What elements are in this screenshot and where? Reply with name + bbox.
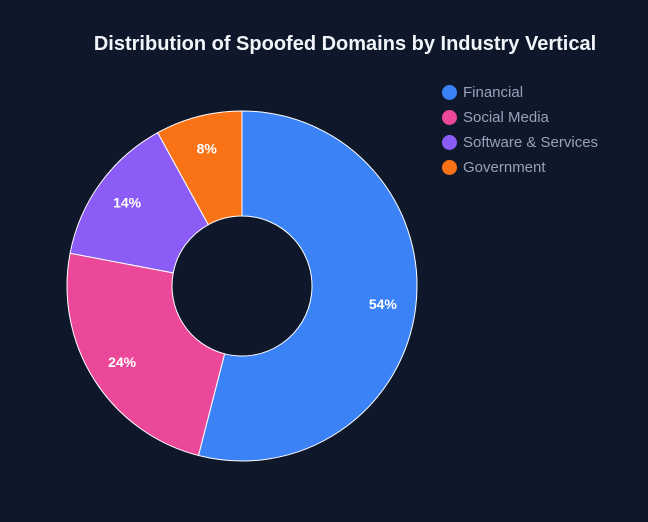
legend-item[interactable]: Government <box>442 155 598 180</box>
legend-swatch <box>442 85 457 100</box>
legend-label: Software & Services <box>463 134 599 151</box>
slice-financial[interactable] <box>197 110 418 462</box>
data-label: 54% <box>369 296 398 312</box>
legend-swatch <box>442 110 457 125</box>
data-label: 14% <box>113 195 142 211</box>
slice-government[interactable] <box>157 110 243 226</box>
slice-social-media[interactable] <box>66 252 226 457</box>
legend-label: Government <box>463 159 546 176</box>
legend-item[interactable]: Social Media <box>442 105 598 130</box>
data-label: 24% <box>108 354 137 370</box>
legend-label: Social Media <box>463 109 549 126</box>
data-label: 8% <box>197 140 218 156</box>
legend-item[interactable]: Software & Services <box>442 130 598 155</box>
legend-label: Financial <box>463 84 524 101</box>
slice-software-services[interactable] <box>69 131 209 274</box>
legend-swatch <box>442 135 457 150</box>
legend-item[interactable]: Financial <box>442 80 598 105</box>
chart-title: Distribution of Spoofed Domains by Indus… <box>93 33 597 55</box>
legend: Financial Social Media Software & Services… <box>442 80 598 180</box>
legend-swatch <box>442 160 457 175</box>
